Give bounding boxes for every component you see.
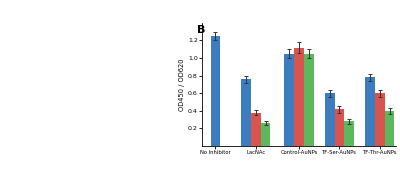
Bar	[375, 93, 385, 146]
Bar	[241, 79, 251, 146]
Bar	[334, 109, 344, 146]
Bar	[385, 111, 394, 146]
Bar	[325, 93, 334, 146]
Bar	[304, 54, 314, 146]
Y-axis label: OD450 / OD620: OD450 / OD620	[179, 58, 185, 111]
Bar	[284, 54, 294, 146]
Bar	[251, 113, 261, 146]
Bar	[261, 123, 270, 146]
Bar	[211, 36, 220, 146]
Bar	[365, 77, 375, 146]
Bar	[344, 121, 354, 146]
Bar	[294, 48, 304, 146]
Text: B: B	[197, 25, 205, 35]
